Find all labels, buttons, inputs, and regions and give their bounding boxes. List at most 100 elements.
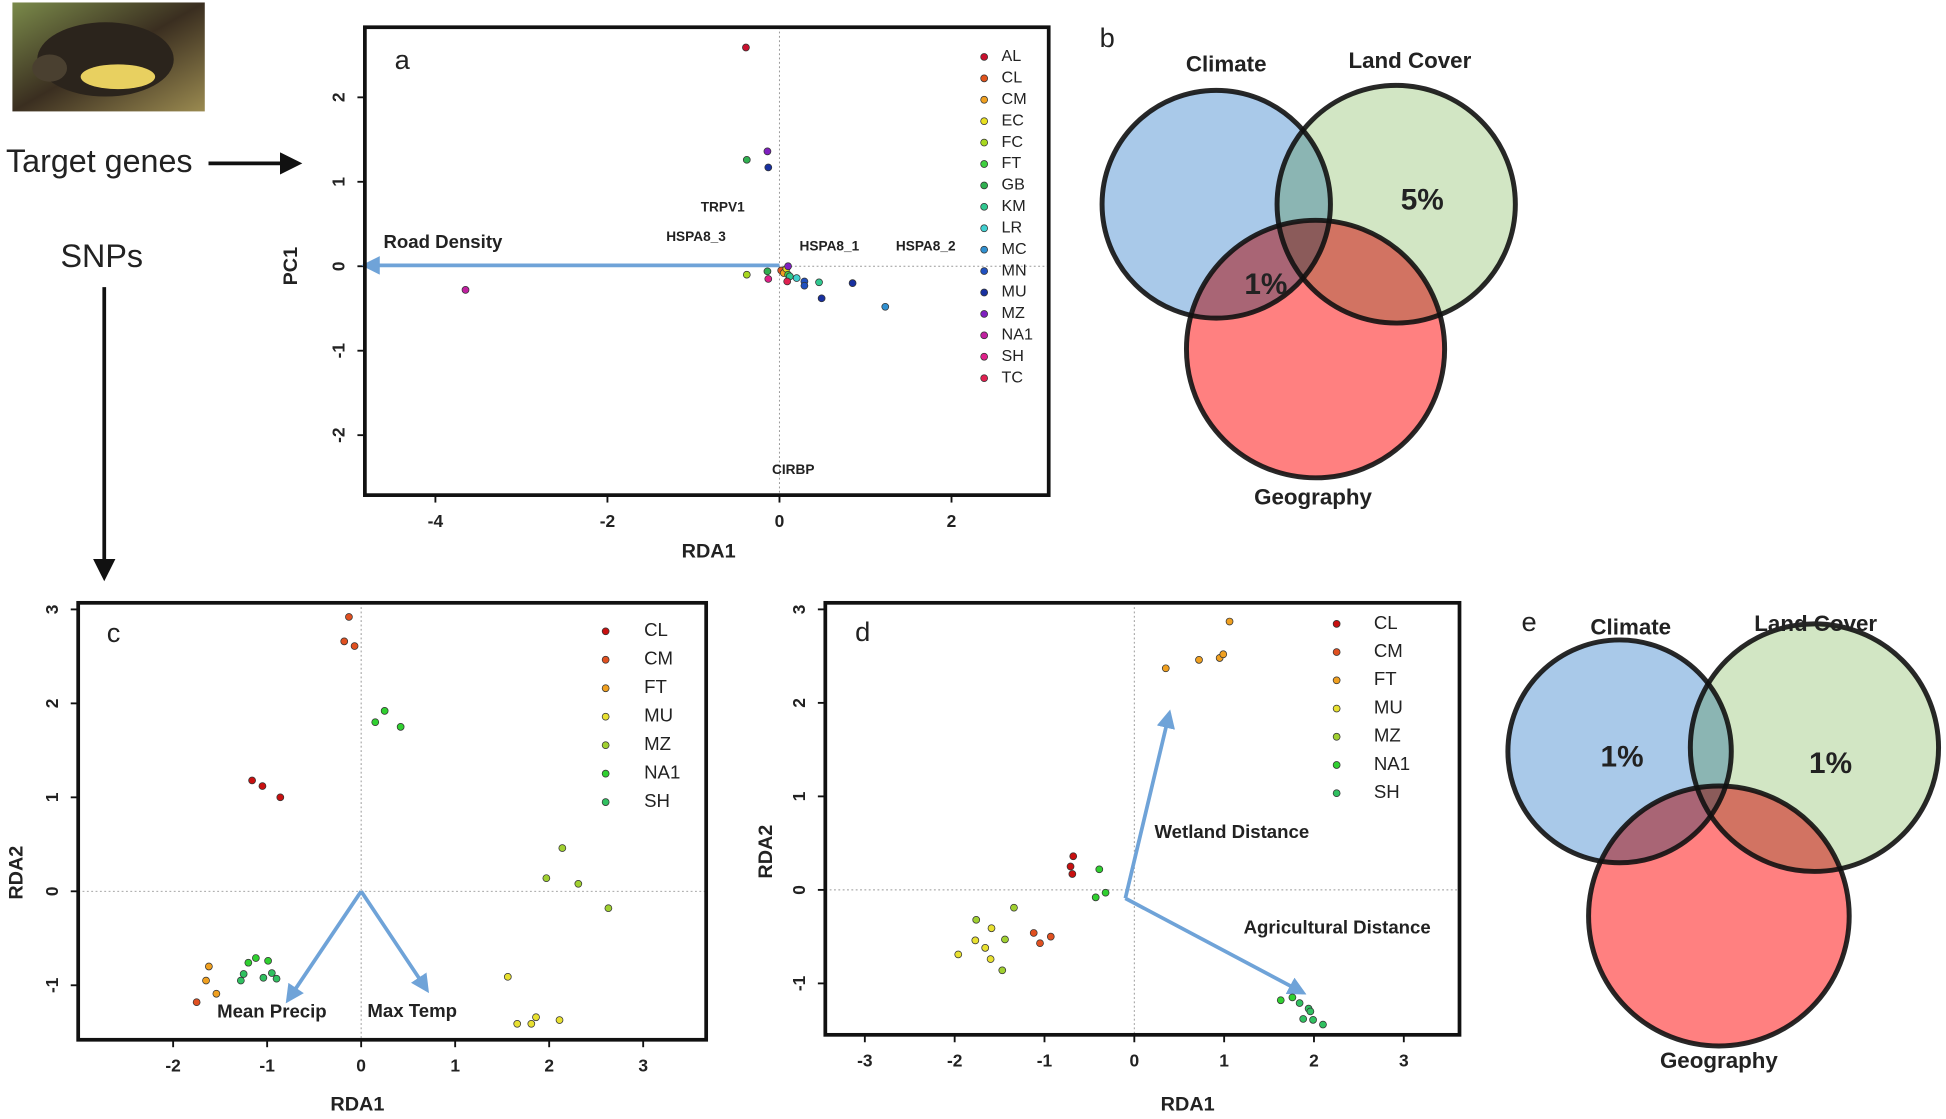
x-tick-label: -2 (165, 1056, 180, 1076)
point (971, 936, 980, 945)
venn-outline (1586, 783, 1852, 1049)
legend-swatch (601, 741, 610, 750)
point (815, 278, 823, 287)
y-tick-label: 0 (42, 886, 62, 896)
legend-swatch (980, 267, 989, 275)
legend-label: LR (1002, 219, 1023, 237)
y-tick-label: 1 (329, 177, 349, 187)
x-tick-label: -2 (947, 1051, 962, 1071)
y-axis-title: RDA2 (755, 825, 777, 879)
legend-swatch (980, 245, 989, 254)
x-tick-label: 2 (1309, 1051, 1319, 1071)
venn-panel: Climate Land Cover Geography 5% 1% b (1100, 22, 1518, 510)
y-tick-label: 3 (789, 604, 809, 614)
legend-label: MU (1374, 696, 1403, 717)
point (817, 294, 826, 303)
scatter-panel: -3 -2 -1 0 1 2 3 -1 0 1 2 3 RDA1 RDA2 Wetland Distance… (755, 600, 1462, 1116)
x-tick-label: -2 (600, 511, 615, 531)
legend-swatch (1332, 648, 1341, 656)
point (981, 944, 990, 952)
x-tick-label: 1 (450, 1056, 460, 1076)
point (527, 1019, 536, 1028)
venn-outline (1687, 621, 1942, 874)
set-label: Land Cover (1754, 611, 1877, 636)
loading-arrow (359, 890, 430, 994)
point (1001, 935, 1009, 944)
legend-label: SH (644, 790, 670, 811)
point (1029, 929, 1038, 937)
legend-label: FC (1002, 133, 1024, 151)
legend-label: FT (1374, 668, 1397, 689)
point (267, 969, 276, 977)
plot-frame (76, 600, 709, 1042)
x-tick-label: 3 (1399, 1051, 1409, 1071)
legend-swatch (980, 374, 989, 382)
legend-swatch (980, 203, 989, 211)
point (259, 973, 268, 982)
y-tick-label: 1 (42, 792, 62, 802)
panel-label: a (395, 44, 411, 75)
point (1195, 656, 1203, 664)
point (1101, 888, 1110, 897)
point (1036, 939, 1044, 948)
point (236, 976, 245, 985)
legend-label: CL (1374, 612, 1398, 633)
legend-swatch (1332, 789, 1341, 798)
legend-label: KM (1002, 197, 1026, 215)
point (513, 1019, 522, 1028)
gene-label: HSPA8_2 (896, 238, 956, 253)
point (1010, 903, 1018, 912)
y-tick-label: 0 (329, 261, 349, 271)
point (258, 782, 267, 790)
legend-swatch (980, 224, 989, 233)
loading-arrow (1124, 896, 1307, 995)
point (1046, 932, 1055, 941)
venn-outline (1274, 82, 1518, 326)
legend-swatch (601, 627, 610, 636)
arrow-label: Mean Precip (217, 1001, 327, 1022)
legend-label: TC (1002, 368, 1024, 386)
panel-label: d (855, 616, 870, 647)
legend-label: MU (644, 705, 673, 726)
legend-label: MZ (1002, 304, 1025, 322)
point (272, 974, 281, 983)
point (1306, 1007, 1315, 1016)
legend-label: CM (644, 648, 673, 669)
x-axis-title: RDA1 (1161, 1094, 1215, 1116)
venn-fills (1507, 623, 1939, 1046)
legend-swatch (980, 160, 989, 168)
y-tick-label: 1 (789, 791, 809, 801)
legend-label: NA1 (1002, 326, 1033, 344)
venn-outline (1183, 217, 1448, 481)
set-label: Climate (1186, 52, 1267, 77)
point (205, 962, 213, 971)
legend-label: EC (1002, 111, 1025, 129)
y-tick-label: 2 (42, 699, 62, 709)
legend-swatch (980, 53, 989, 61)
point (1091, 893, 1100, 902)
plot-frame (363, 25, 1051, 497)
x-tick-label: 2 (947, 511, 957, 531)
point (881, 302, 890, 311)
point (574, 879, 583, 888)
legend-swatch (1332, 704, 1341, 713)
point (461, 286, 470, 294)
point (783, 277, 792, 286)
set-label: Geography (1254, 485, 1372, 510)
legend-swatch (601, 684, 610, 693)
x-tick-label: -1 (1037, 1051, 1053, 1071)
set-label: Geography (1660, 1048, 1778, 1073)
legend-swatch (980, 181, 989, 190)
legend-swatch (1332, 676, 1341, 685)
point (1276, 996, 1285, 1005)
legend-label: CM (1374, 640, 1403, 661)
legend-label: MZ (644, 733, 671, 754)
legend-swatch (980, 117, 989, 126)
point (558, 844, 567, 852)
legend-label: FT (644, 676, 667, 697)
point (998, 966, 1007, 975)
point (1219, 650, 1228, 659)
x-tick-label: 0 (1129, 1051, 1139, 1071)
point (239, 970, 248, 978)
point (784, 262, 792, 271)
